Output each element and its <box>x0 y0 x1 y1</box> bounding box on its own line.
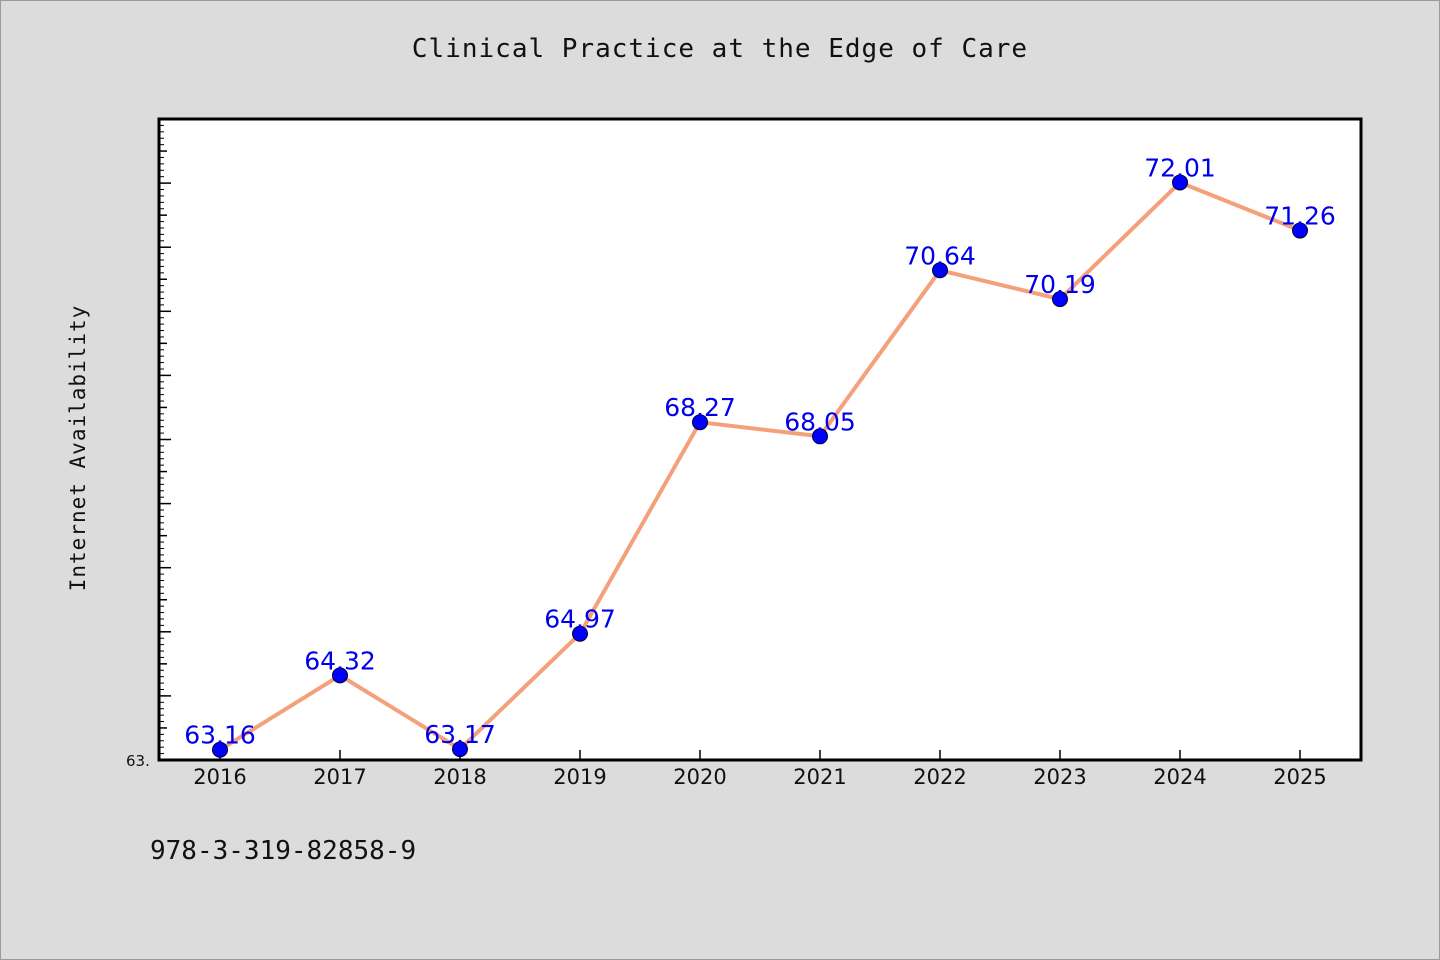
plot-area <box>157 117 1363 762</box>
data-point <box>332 667 348 684</box>
series-markers <box>212 174 1308 758</box>
y-axis-ticks <box>159 118 171 761</box>
data-point <box>812 428 828 445</box>
y-tick-label: 63. <box>126 752 150 770</box>
x-tick-label: 2019 <box>553 765 606 789</box>
data-label: 68.05 <box>784 407 856 436</box>
x-tick-label: 2021 <box>793 765 846 789</box>
x-tick-label: 2020 <box>673 765 726 789</box>
x-tick-label: 2017 <box>313 765 366 789</box>
x-tick-label: 2023 <box>1033 765 1086 789</box>
data-label: 70.64 <box>904 241 976 270</box>
data-point <box>692 414 708 431</box>
data-label: 70.19 <box>1024 270 1096 299</box>
data-label: 68.27 <box>664 393 736 422</box>
data-point <box>452 741 468 758</box>
data-point <box>1172 174 1188 191</box>
data-labels: 63.16 64.32 63.17 64.97 68.27 68.05 70.64 70.19… <box>184 153 1336 749</box>
data-point <box>932 262 948 279</box>
x-tick-label: 2018 <box>433 765 486 789</box>
chart-title: Clinical Practice at the Edge of Care <box>411 34 1029 64</box>
series-line <box>218 180 1301 752</box>
data-point <box>212 741 228 758</box>
data-point <box>572 625 588 642</box>
data-label: 63.16 <box>184 721 256 750</box>
isbn-text: 978-3-319-82858-9 <box>150 836 417 866</box>
data-label: 72.01 <box>1144 153 1216 182</box>
x-axis-ticks: 2016 2017 2018 2019 2020 2021 2022 2023 2024 2025 <box>193 750 1327 789</box>
data-label: 63.17 <box>424 720 496 749</box>
data-point <box>1292 222 1308 239</box>
x-tick-label: 2025 <box>1273 765 1326 789</box>
data-label: 71.26 <box>1264 202 1336 231</box>
x-tick-label: 2024 <box>1153 765 1206 789</box>
data-label: 64.97 <box>544 605 616 634</box>
data-label: 64.32 <box>304 646 376 675</box>
x-tick-label: 2022 <box>913 765 966 789</box>
x-tick-label: 2016 <box>193 765 246 789</box>
data-point <box>1052 291 1068 308</box>
